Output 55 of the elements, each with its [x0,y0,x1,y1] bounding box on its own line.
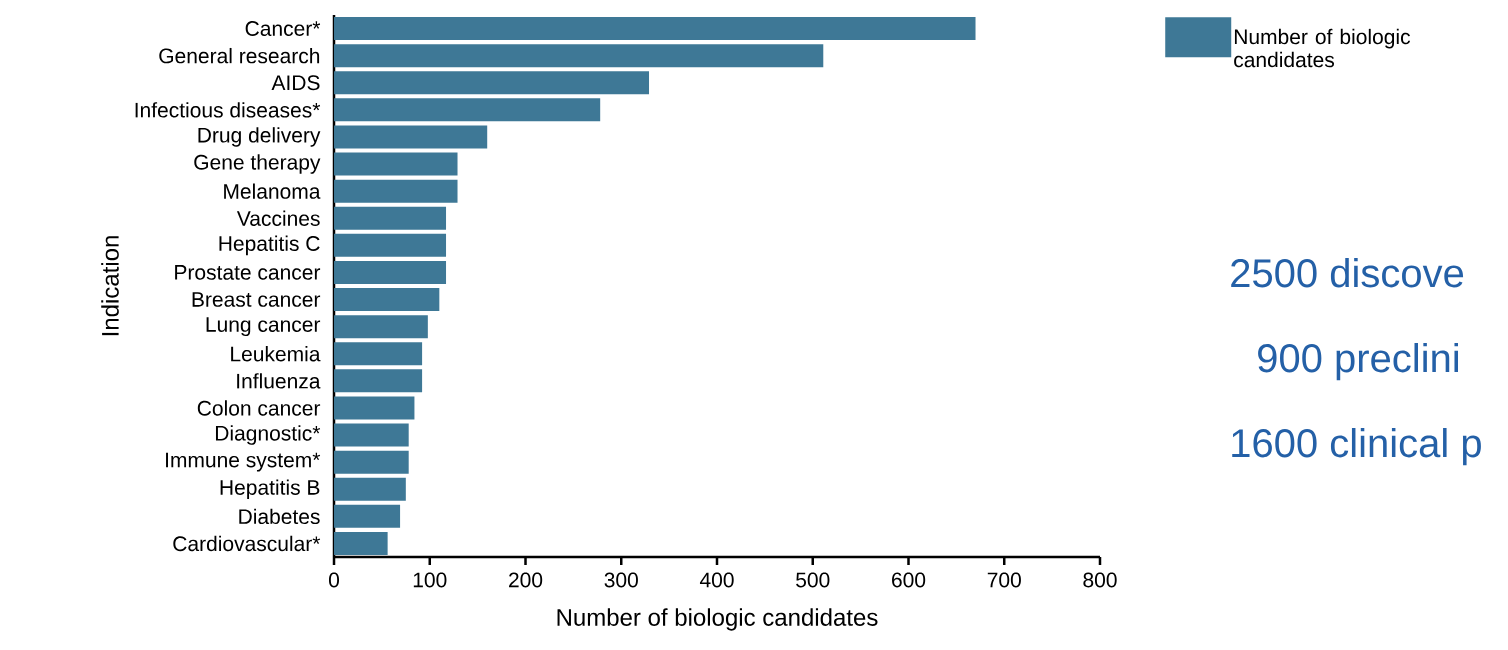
y-tick-label: Melanoma [224,183,321,199]
y-tick-label: Diagnostic* [215,425,321,445]
y-tick-label: AIDS [271,75,320,91]
y-tick-label: Breast cancer [192,292,321,307]
bar [334,17,976,41]
y-tick-label: Prostate cancer [175,265,321,280]
bar [334,98,601,122]
y-axis-title: Indication [101,236,119,336]
bar [334,342,423,366]
y-tick-label: Hepatitis C [219,235,320,256]
x-tick-label: 0 [328,572,340,588]
bar [334,71,650,95]
bar [334,288,440,312]
bar [334,315,428,339]
y-tick-label: Colon cancer [197,400,321,416]
x-tick-label: 500 [796,572,830,588]
x-tick-label: 200 [509,572,543,588]
legend-label: Number of biologic candidates [1234,28,1411,68]
bar [334,233,447,257]
y-tick-label: Cancer* [245,21,321,36]
bar [334,260,447,284]
y-tick-label: Immune system* [166,452,321,472]
x-tick-label: 300 [604,572,638,588]
y-tick-label: Lung cancer [206,317,321,337]
x-tick-label: 800 [1083,572,1117,588]
text: 900 preclini [1258,343,1458,381]
y-tick-label: Influenza [237,373,321,389]
x-tick-label: 700 [987,572,1021,588]
y-tick-label: Infectious diseases* [135,102,321,118]
x-tick-label: 600 [892,572,926,588]
y-tick-label: Vaccines [236,210,320,226]
bar [334,504,401,528]
text: 2500 discove [1231,258,1464,288]
y-tick-label: Gene therapy [194,154,321,174]
x-axis-title: Number of biologic candidates [557,608,878,631]
y-tick-label: General research [159,47,320,64]
bar [334,206,447,230]
bar [334,450,409,474]
y-tick-label: Diabetes [239,508,320,525]
bar [334,531,388,555]
bar [334,44,824,68]
y-tick-label: Drug delivery [198,127,321,147]
bar [334,477,406,501]
bar [334,396,415,420]
x-tick-label: 400 [699,572,734,588]
bar [334,423,409,447]
y-tick-label: Cardiovascular* [173,535,321,552]
bar [334,369,423,393]
bar [334,179,458,203]
y-tick-label: Hepatitis B [220,479,320,500]
bar [334,125,488,149]
text: 1600 clinical p [1232,428,1481,466]
x-tick-label: 100 [413,572,447,588]
y-tick-label: Leukemia [231,346,321,362]
bar [334,152,458,176]
